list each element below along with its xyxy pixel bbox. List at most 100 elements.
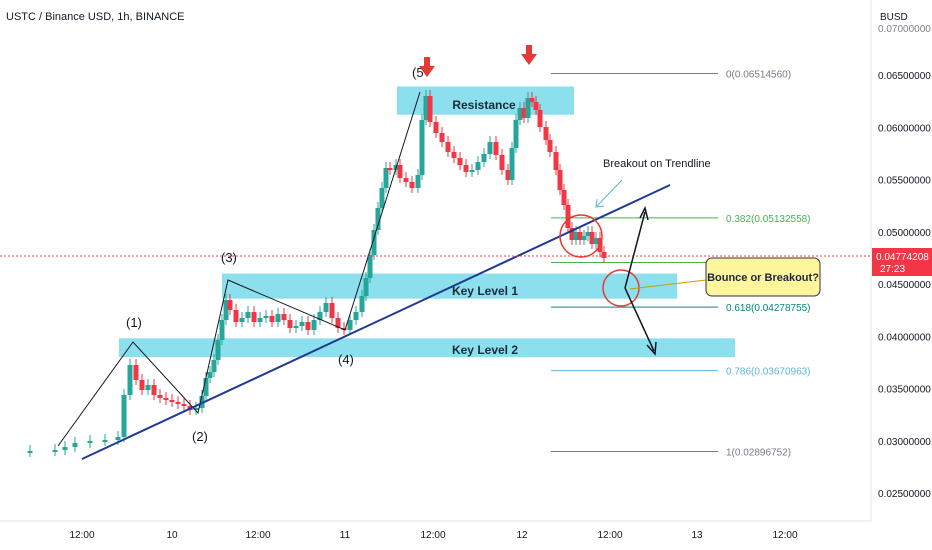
callout-text: Bounce or Breakout?: [707, 272, 819, 284]
candle-body: [481, 154, 487, 162]
candle-body: [569, 228, 575, 240]
zone-key-level-2[interactable]: [119, 338, 735, 358]
candle-body: [573, 232, 579, 240]
candle-body: [451, 152, 457, 158]
candle-body: [427, 96, 433, 122]
candle-body: [493, 142, 499, 155]
candle-body: [601, 252, 607, 258]
candle-body: [329, 303, 335, 318]
wave-path: [57, 91, 421, 447]
candle-body: [403, 178, 409, 182]
zone-label-key-level-2: Key Level 2: [452, 343, 518, 357]
candle-body: [323, 303, 329, 312]
candle-body: [533, 102, 539, 110]
fib-level-label: 0.382(0.05132558): [726, 214, 811, 225]
candle-body: [263, 316, 269, 318]
candle-body: [275, 314, 281, 322]
time-tick-label: 12:00: [69, 530, 94, 541]
candle-body: [419, 120, 425, 175]
down-arrow-icon: [521, 45, 537, 65]
candle-body: [239, 318, 245, 322]
candle-body: [371, 230, 377, 255]
candle-body: [379, 188, 385, 208]
candle-body: [293, 326, 299, 328]
candle-body: [157, 395, 163, 398]
current-price-badge: [872, 248, 932, 276]
wave-label-4: (4): [338, 352, 354, 367]
candle-body: [475, 162, 481, 170]
candle-body: [581, 236, 587, 240]
fib-level-label: 0.618(0.04278755): [726, 303, 811, 314]
candle-body: [367, 255, 373, 278]
candle-body: [433, 122, 439, 133]
down-arrow-icon: [419, 57, 435, 77]
time-axis[interactable]: 12:00 10 12:00 11 12:00 12 12:00 13 12:00: [69, 530, 797, 541]
fib-level-label: 0.786(0.03670963): [726, 367, 811, 378]
candle-body: [457, 158, 463, 165]
candle-body: [439, 133, 445, 142]
candle-body: [211, 360, 217, 372]
candle-body: [317, 312, 323, 320]
wave-lines-layer: [57, 91, 421, 447]
candle-body: [257, 318, 263, 322]
candle-body: [341, 328, 347, 330]
candle-body: [463, 165, 469, 172]
price-tick-label: 0.02500000: [878, 489, 931, 500]
candle-body: [513, 120, 519, 148]
candle-body: [553, 152, 559, 170]
candle-body: [585, 232, 591, 236]
candle-body: [233, 310, 239, 322]
wave-label-5: (5: [412, 65, 424, 80]
fib-level-label: 0(0.06514560): [726, 69, 791, 80]
time-tick-label: 12: [516, 530, 528, 541]
candle-body: [565, 205, 571, 228]
candle-body: [87, 441, 93, 443]
wave-label-1: (1): [126, 315, 142, 330]
candle-body: [305, 322, 311, 330]
highlight-circle-breakout: [559, 214, 603, 258]
candle-body: [445, 142, 451, 152]
price-tick-label: 0.07000000: [878, 24, 931, 35]
price-axis[interactable]: 0.06500000 0.06000000 0.05500000 0.05000000…: [878, 24, 931, 500]
candle-layer: [27, 90, 607, 457]
zone-key-level-1[interactable]: [222, 273, 677, 299]
candle-body: [509, 148, 515, 180]
fib-level-label: 1(0.02896752): [726, 448, 791, 459]
candle-body: [72, 443, 78, 447]
price-tick-label: 0.03000000: [878, 437, 931, 448]
candle-body: [521, 108, 527, 118]
candle-body: [487, 142, 493, 154]
candle-body: [353, 312, 359, 320]
candle-body: [557, 170, 563, 190]
candle-body: [409, 182, 415, 188]
chart-title: USTC / Binance USD, 1h, BINANCE: [6, 11, 185, 23]
candle-body: [269, 316, 275, 322]
candle-body: [27, 451, 33, 453]
bounce-arrow-head-icon: [639, 205, 649, 221]
candle-body: [215, 340, 221, 360]
candle-body: [151, 385, 157, 395]
price-tick-label: 0.03500000: [878, 385, 931, 396]
candle-body: [139, 380, 145, 390]
candle-body: [593, 238, 599, 244]
current-price-countdown: 27:23: [880, 264, 905, 275]
candle-body: [537, 110, 543, 127]
candle-body: [133, 365, 139, 380]
candle-body: [529, 98, 535, 102]
time-tick-label: 12:00: [245, 530, 270, 541]
candle-body: [281, 314, 287, 320]
time-tick-label: 13: [691, 530, 703, 541]
trendline[interactable]: [81, 184, 671, 460]
price-tick-label: 0.04000000: [878, 332, 931, 343]
wave-label-2: (2): [192, 429, 208, 444]
candle-body: [223, 300, 229, 320]
candle-body: [577, 232, 583, 240]
candle-body: [375, 208, 381, 230]
breakdown-arrow-head-icon: [646, 341, 657, 356]
candle-body: [415, 175, 421, 188]
time-tick-label: 11: [340, 530, 351, 541]
candle-body: [397, 165, 403, 178]
candle-body: [175, 402, 181, 404]
callout-box[interactable]: [705, 257, 821, 297]
